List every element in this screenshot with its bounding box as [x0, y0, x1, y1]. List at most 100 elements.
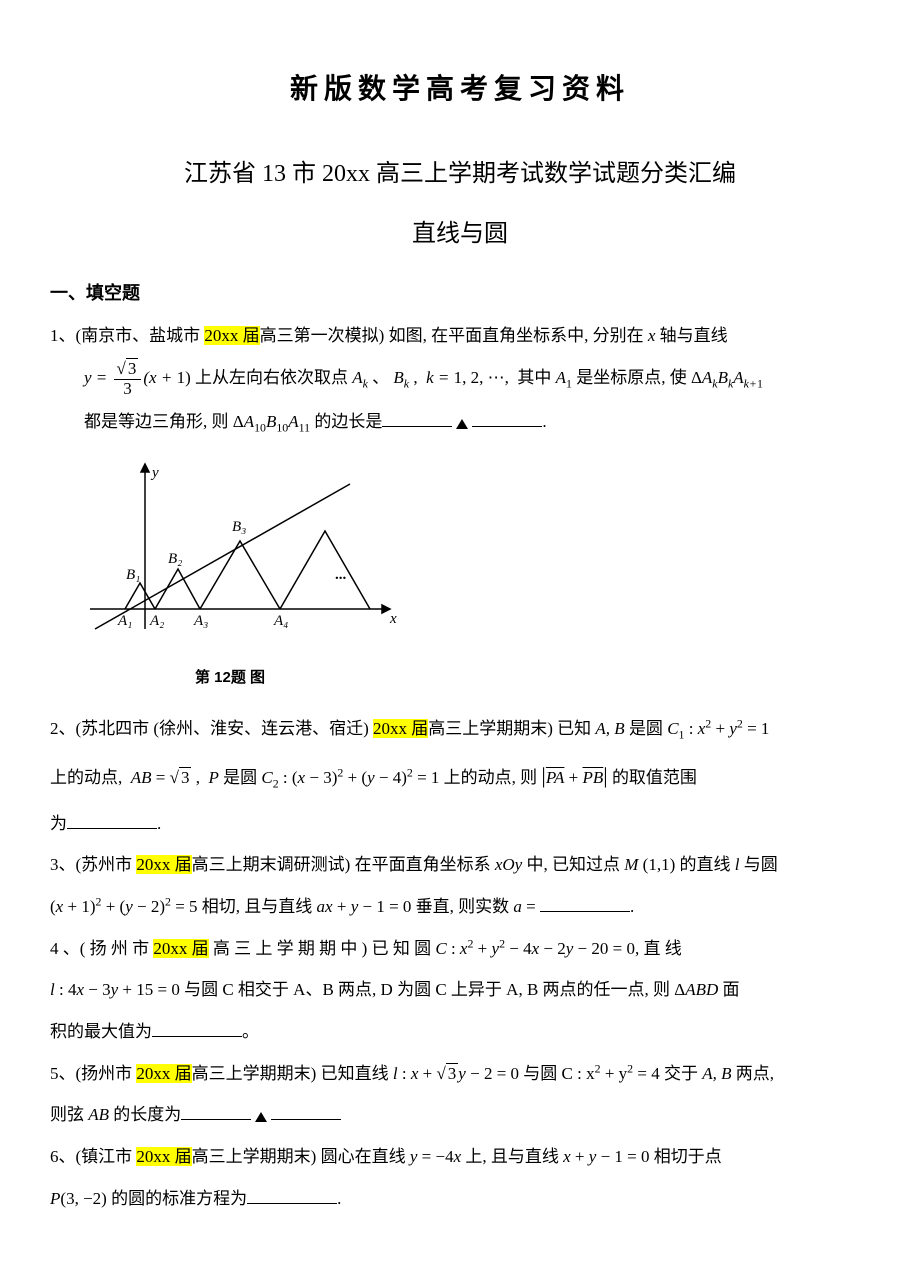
q1-blank-left	[382, 409, 452, 427]
svg-text:A₄: A₄	[273, 613, 288, 629]
q1-eq-y: y =	[84, 368, 112, 387]
q1-a11: A	[288, 412, 298, 431]
q1-tri: Δ	[691, 368, 702, 387]
q2-src-b: 高三上学期期末) 已知	[428, 719, 595, 738]
question-4-line3: 积的最大值为。	[50, 1014, 870, 1050]
q6-t1: 上, 且与直线	[461, 1147, 563, 1166]
q5-blank-triangle	[255, 1112, 267, 1122]
question-5: 5、(扬州市 20xx 届高三上学期期末) 已知直线 l : x + 3y − …	[50, 1056, 870, 1092]
q3-t3: 与圆	[739, 855, 777, 874]
q5-l2b: 的长度为	[109, 1105, 181, 1124]
q5-l: l	[393, 1064, 398, 1083]
question-3-line2: (x + 1)2 + (y − 2)2 = 5 相切, 且与直线 ax + y …	[50, 889, 870, 925]
question-6: 6、(镇江市 20xx 届高三上学期期末) 圆心在直线 y = −4x 上, 且…	[50, 1139, 870, 1175]
q6-year-highlight: 20xx 届	[136, 1147, 191, 1166]
q6-src-a: 6、(镇江市	[50, 1147, 136, 1166]
q5-c: C	[562, 1064, 573, 1083]
q1-ak: Ak	[352, 368, 368, 387]
section-heading-fill: 一、填空题	[50, 275, 870, 313]
section-title: 直线与圆	[50, 209, 870, 259]
q2-blank	[67, 811, 157, 829]
q2-l2d: 的取值范围	[608, 768, 697, 787]
q5-src-a: 5、(扬州市	[50, 1064, 136, 1083]
figure-1: y x B₁ B₂ B₃ A₁ A₂ A₃ A₄ ... 第 12题 图	[90, 459, 870, 693]
q2-year-highlight: 20xx 届	[373, 719, 428, 738]
q1-bk: Bk	[393, 368, 409, 387]
q1-a1: A	[556, 368, 566, 387]
q4-t1: , 直 线	[635, 939, 682, 958]
svg-text:B₂: B₂	[168, 551, 182, 567]
q2-pa: PA	[546, 768, 565, 787]
q4-l2a: 与圆 C 相交于 A、B 两点, D 为圆 C 上异于 A, B 两点的任一点,…	[180, 980, 674, 999]
q2-p: P	[208, 768, 218, 787]
q2-c1: C	[667, 719, 678, 738]
q4-blank	[152, 1019, 242, 1037]
q4-src-b: 高 三 上 学 期 期 中 ) 已 知 圆	[209, 939, 436, 958]
question-1-line2: y = 33(x + 1) 上从左向右依次取点 Ak 、 Bk , k = 1,…	[50, 360, 870, 398]
question-2-line3: 为.	[50, 806, 870, 842]
q3-src-b: 高三上期末调研测试) 在平面直角坐标系	[192, 855, 495, 874]
q5-blank-right	[271, 1102, 341, 1120]
q1-abk: AkBkAk+	[702, 368, 757, 387]
q3-m: M	[624, 855, 638, 874]
q3-ax: ax	[317, 897, 333, 916]
q3-a: a	[513, 897, 522, 916]
q3-l2b: 垂直, 则实数	[411, 897, 513, 916]
q3-t2: 的直线	[675, 855, 735, 874]
q1-l2a: 上从左向右依次取点	[191, 368, 353, 387]
svg-text:x: x	[389, 611, 397, 627]
q3-blank	[540, 894, 630, 912]
q6-p: P	[50, 1189, 60, 1208]
q3-xoy: xOy	[495, 855, 522, 874]
question-4: 4 、( 扬 州 市 20xx 届 高 三 上 学 期 期 中 ) 已 知 圆 …	[50, 931, 870, 967]
svg-text:...: ...	[335, 567, 347, 583]
q6-src-b: 高三上学期期末) 圆心在直线	[192, 1147, 410, 1166]
q2-sqrt3: 3	[170, 760, 192, 796]
q2-c2: C	[261, 768, 272, 787]
q1-blank-right	[472, 409, 542, 427]
question-4-line2: l : 4x − 3y + 15 = 0 与圆 C 相交于 A、B 两点, D …	[50, 972, 870, 1008]
q2-l2a: 上的动点,	[50, 768, 127, 787]
svg-text:B₁: B₁	[126, 567, 140, 583]
q5-t3: 两点,	[731, 1064, 774, 1083]
q1-blank-triangle	[456, 419, 468, 429]
subtitle: 江苏省 13 市 20xx 高三上学期考试数学试题分类汇编	[50, 149, 870, 199]
q5-ab: A, B	[702, 1064, 731, 1083]
q1-l2c: 是坐标原点, 使	[572, 368, 691, 387]
q2-l3: 为	[50, 814, 67, 833]
q1-year-highlight: 20xx 届	[204, 326, 259, 345]
q2-src-a: 2、(苏北四市 (徐州、淮安、连云港、宿迁)	[50, 719, 373, 738]
q6-l2a: 的圆的标准方程为	[107, 1189, 247, 1208]
q5-t1: 与圆	[519, 1064, 562, 1083]
q5-sqrt3: 3	[436, 1056, 458, 1092]
q4-src-a: 4 、( 扬 州 市	[50, 939, 153, 958]
q4-l2b: 面	[718, 980, 739, 999]
question-3: 3、(苏州市 20xx 届高三上期末调研测试) 在平面直角坐标系 xOy 中, …	[50, 847, 870, 883]
question-1: 1、(南京市、盐城市 20xx 届高三第一次模拟) 如图, 在平面直角坐标系中,…	[50, 318, 870, 354]
q4-c: C	[435, 939, 446, 958]
q4-dabd: Δ	[674, 980, 685, 999]
question-1-line3: 都是等边三角形, 则 ΔA10B10A11 的边长是.	[50, 404, 870, 440]
q5-t2: 交于	[660, 1064, 703, 1083]
q5-src-b: 高三上学期期末) 已知直线	[192, 1064, 393, 1083]
figure-1-caption: 第 12题 图	[90, 662, 370, 694]
q3-t1: 中, 已知过点	[522, 855, 624, 874]
q2-pb: PB	[583, 768, 604, 787]
q5-l2: 则弦	[50, 1105, 88, 1124]
q6-t2: 相切于点	[650, 1147, 722, 1166]
q2-ab: A, B	[595, 719, 624, 738]
q6-eq2: x	[563, 1147, 571, 1166]
main-title: 新版数学高考复习资料	[50, 60, 870, 119]
q1-eq-paren: (x +	[143, 368, 176, 387]
q1-frac: 33	[114, 360, 142, 398]
q1-axis: 轴与直线	[655, 326, 727, 345]
q1-kvals: 1, 2, ⋯,	[454, 368, 509, 387]
q2-ab2: AB	[131, 768, 152, 787]
q6-eq1: y	[410, 1147, 418, 1166]
q1-tri2: Δ	[233, 412, 244, 431]
q6-blank	[247, 1186, 337, 1204]
q1-l3b: 的边长是	[310, 412, 382, 431]
q5-year-highlight: 20xx 届	[136, 1064, 191, 1083]
question-5-line2: 则弦 AB 的长度为	[50, 1097, 870, 1133]
q1-src-b: 高三第一次模拟) 如图, 在平面直角坐标系中, 分别在	[260, 326, 648, 345]
